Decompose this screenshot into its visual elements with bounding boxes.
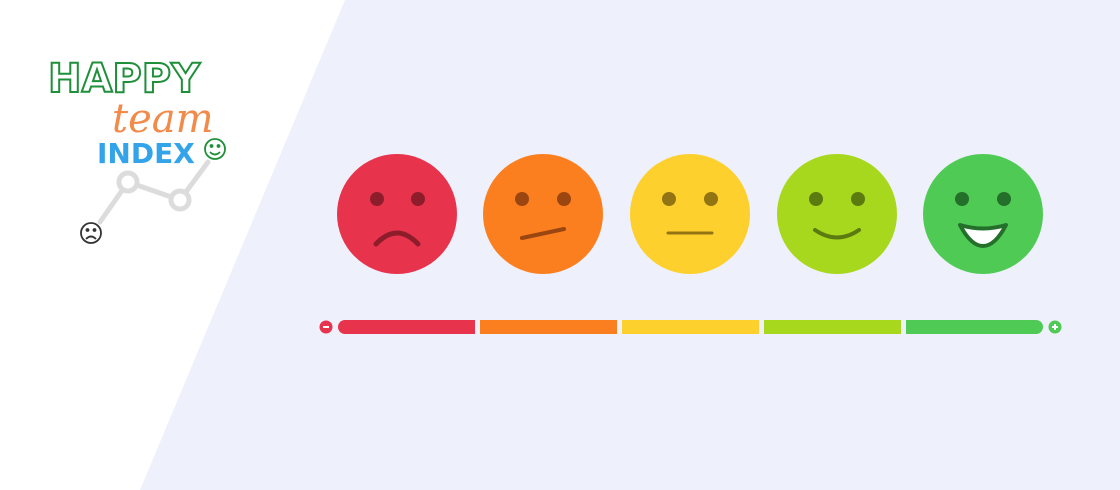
face-happy [777, 154, 897, 274]
face-sad [483, 154, 603, 274]
scale-segment [764, 320, 901, 334]
plus-sign [1052, 324, 1058, 330]
logo-happy: HAPPY [48, 56, 201, 102]
logo-line [97, 159, 211, 225]
face-very-sad [337, 154, 457, 274]
scale-segment [906, 320, 1035, 334]
logo-index: INDEX [97, 137, 195, 170]
logo-point [168, 188, 192, 212]
panel [140, 0, 1120, 490]
sad-icon [80, 222, 102, 244]
scale-segment [480, 320, 617, 334]
scale-segment [622, 320, 759, 334]
logo-point [116, 170, 140, 194]
logo-graph [97, 159, 211, 225]
logo-team: team [112, 96, 214, 142]
smile-icon [204, 138, 226, 160]
scale-segment [346, 320, 475, 334]
face-very-happy [923, 154, 1043, 274]
face-neutral [630, 154, 750, 274]
scale-bar [319, 320, 1062, 334]
